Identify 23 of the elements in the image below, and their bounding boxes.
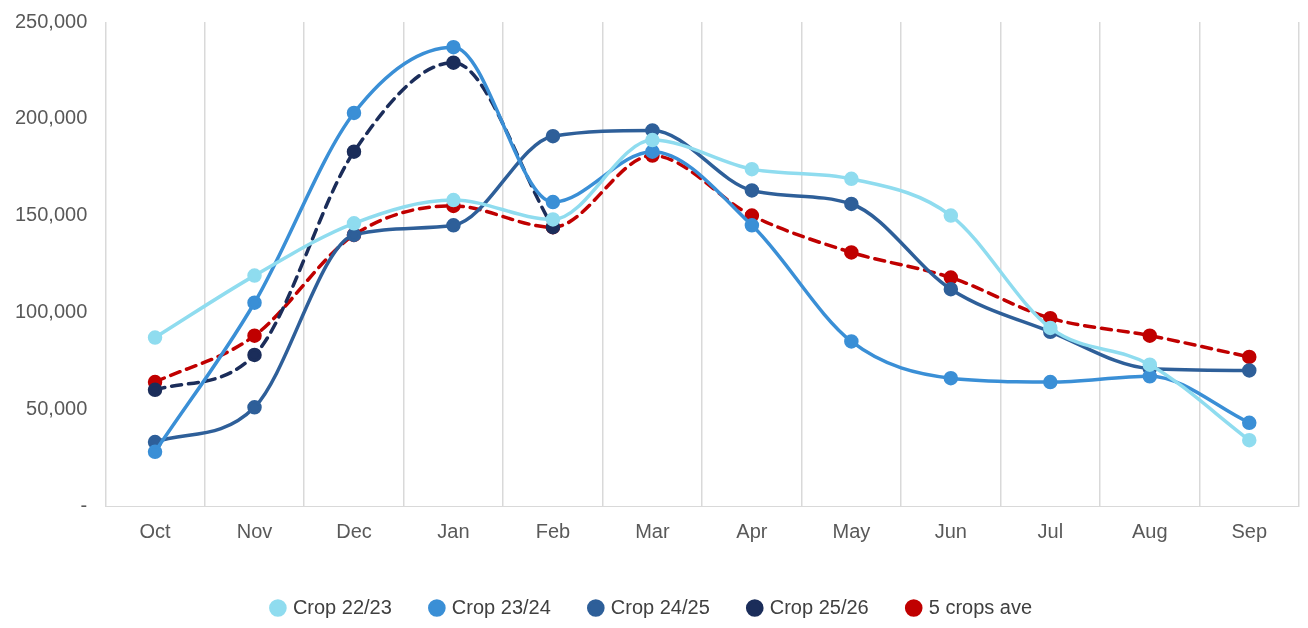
x-tick-label: Apr <box>736 519 768 542</box>
legend-label: Crop 24/25 <box>610 595 710 618</box>
y-tick-label: 250,000 <box>15 9 88 32</box>
legend-label: Crop 22/23 <box>292 595 392 618</box>
x-tick-label: Nov <box>236 519 273 542</box>
x-tick-label: Sep <box>1231 519 1268 542</box>
x-tick-label: Mar <box>635 519 670 542</box>
y-tick-label: 50,000 <box>26 396 88 419</box>
y-tick-label: 100,000 <box>15 299 88 322</box>
x-tick-label: Jan <box>437 519 470 542</box>
x-tick-label: Oct <box>139 519 172 542</box>
x-tick-label: Dec <box>336 519 372 542</box>
x-tick-label: Jun <box>934 519 967 542</box>
legend-label: 5 crops ave <box>928 595 1033 618</box>
x-tick-label: Feb <box>535 519 571 542</box>
legend-label: Crop 23/24 <box>451 595 551 618</box>
y-tick-label: - <box>80 493 88 516</box>
legend-label: Crop 25/26 <box>769 595 869 618</box>
x-tick-label: Jul <box>1037 519 1064 542</box>
x-tick-label: Aug <box>1131 519 1168 542</box>
y-tick-label: 150,000 <box>15 203 88 226</box>
x-tick-label: May <box>832 519 871 542</box>
y-tick-label: 200,000 <box>15 106 88 129</box>
